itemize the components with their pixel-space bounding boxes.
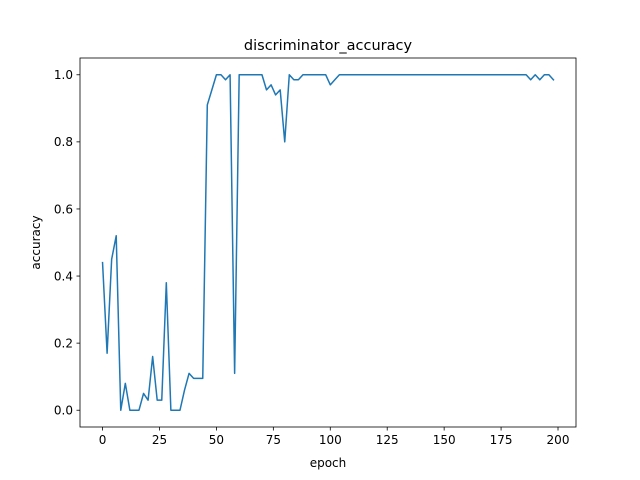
y-axis-ticks: 0.0 0.2 0.4 0.6 0.8 1.0 xyxy=(54,68,80,418)
x-tick-label: 75 xyxy=(266,433,281,447)
y-tick-label: 0.8 xyxy=(54,135,73,149)
x-axis-ticks: 0 25 50 75 100 125 150 175 200 xyxy=(99,427,570,447)
series-line xyxy=(101,74,555,411)
y-tick-label: 0.6 xyxy=(54,202,73,216)
x-tick-label: 25 xyxy=(152,433,167,447)
y-tick-label: 0.4 xyxy=(54,269,73,283)
y-tick-label: 0.0 xyxy=(54,404,73,418)
y-tick-label: 0.2 xyxy=(54,336,73,350)
x-tick-label: 175 xyxy=(490,433,513,447)
series-line-group xyxy=(101,74,555,411)
chart-title: discriminator_accuracy xyxy=(244,38,413,54)
x-tick-label: 50 xyxy=(209,433,224,447)
x-axis-label: epoch xyxy=(310,456,347,470)
y-axis-label: accuracy xyxy=(29,215,43,269)
x-tick-label: 0 xyxy=(99,433,107,447)
x-tick-label: 100 xyxy=(319,433,342,447)
plot-frame xyxy=(79,57,577,428)
x-tick-label: 200 xyxy=(547,433,570,447)
x-tick-label: 125 xyxy=(376,433,399,447)
x-tick-label: 150 xyxy=(433,433,456,447)
y-tick-label: 1.0 xyxy=(54,68,73,82)
